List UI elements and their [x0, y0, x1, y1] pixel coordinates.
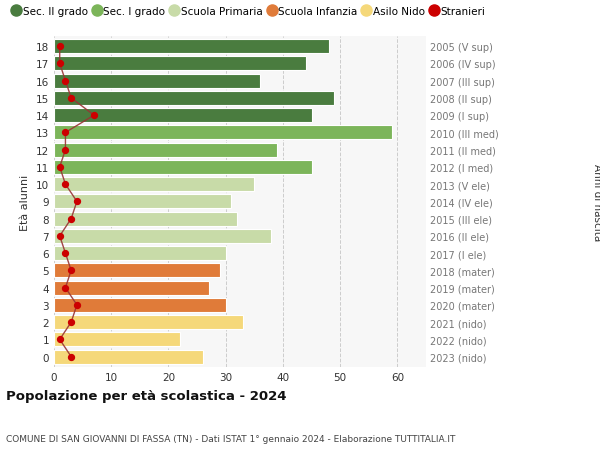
Bar — [54, 57, 306, 71]
Point — [89, 112, 99, 120]
Point — [67, 319, 76, 326]
Bar — [54, 161, 311, 174]
Bar — [54, 195, 232, 209]
Point — [67, 267, 76, 274]
Point — [55, 233, 65, 240]
Bar — [54, 333, 180, 347]
Bar — [54, 212, 237, 226]
Point — [61, 78, 70, 85]
Bar — [54, 246, 226, 261]
Point — [61, 181, 70, 188]
Point — [67, 215, 76, 223]
Bar — [54, 350, 203, 364]
Point — [61, 147, 70, 154]
Text: COMUNE DI SAN GIOVANNI DI FASSA (TN) - Dati ISTAT 1° gennaio 2024 - Elaborazione: COMUNE DI SAN GIOVANNI DI FASSA (TN) - D… — [6, 434, 455, 442]
Point — [55, 164, 65, 171]
Bar — [54, 230, 271, 243]
Point — [55, 336, 65, 343]
Point — [67, 353, 76, 361]
Y-axis label: Età alunni: Età alunni — [20, 174, 31, 230]
Point — [72, 198, 82, 206]
Point — [67, 95, 76, 102]
Bar — [54, 74, 260, 89]
Bar — [54, 281, 209, 295]
Bar — [54, 298, 226, 312]
Point — [61, 129, 70, 137]
Text: Popolazione per età scolastica - 2024: Popolazione per età scolastica - 2024 — [6, 389, 287, 403]
Bar — [54, 143, 277, 157]
Point — [61, 250, 70, 257]
Bar — [54, 126, 392, 140]
Bar — [54, 264, 220, 278]
Bar — [54, 109, 311, 123]
Point — [55, 44, 65, 51]
Bar — [54, 315, 243, 330]
Text: Anni di nascita: Anni di nascita — [592, 163, 600, 241]
Bar — [54, 40, 329, 54]
Bar — [54, 92, 334, 106]
Point — [55, 61, 65, 68]
Bar — [54, 178, 254, 192]
Legend: Sec. II grado, Sec. I grado, Scuola Primaria, Scuola Infanzia, Asilo Nido, Stran: Sec. II grado, Sec. I grado, Scuola Prim… — [11, 5, 488, 19]
Point — [61, 284, 70, 292]
Point — [72, 302, 82, 309]
